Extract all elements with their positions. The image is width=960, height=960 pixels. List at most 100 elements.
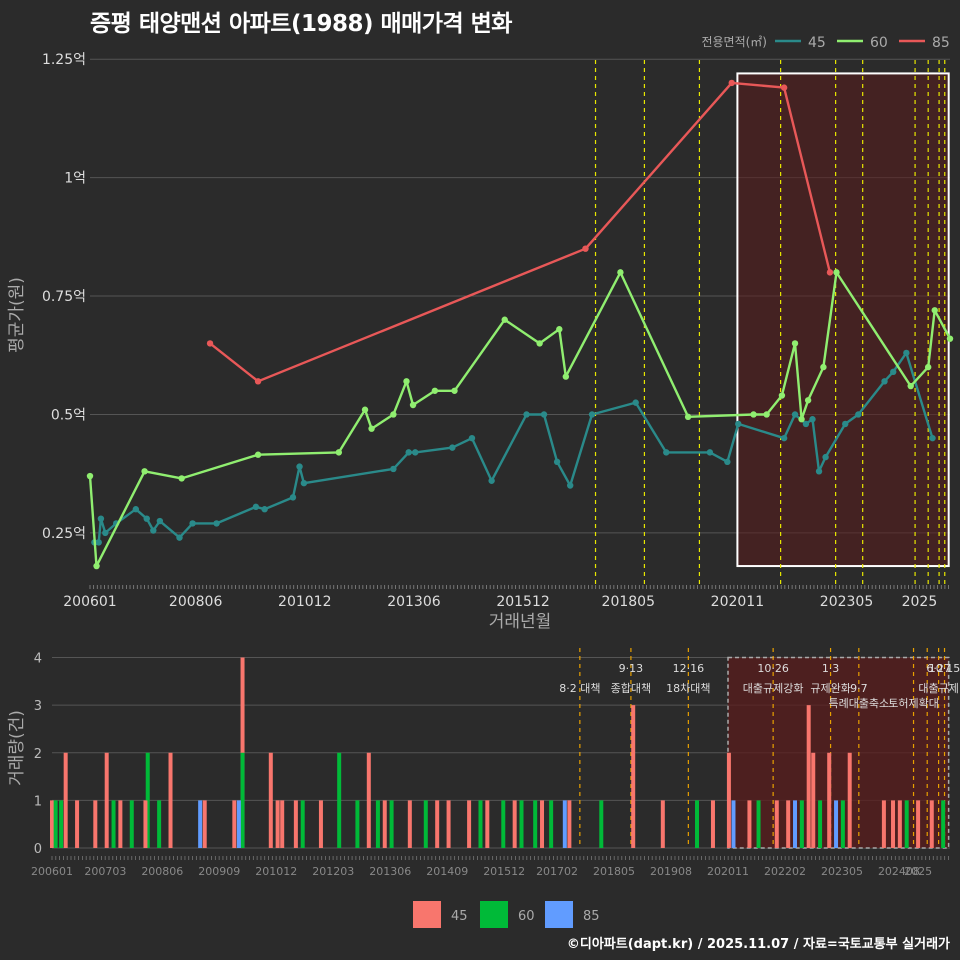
price-point-60 — [907, 382, 914, 390]
price-xtick-label: 201306 — [387, 594, 441, 610]
price-point-60 — [368, 425, 375, 432]
price-point-45 — [412, 449, 419, 456]
volume-bar-45 — [827, 752, 832, 848]
price-ytick-label: 0.5억 — [51, 407, 86, 423]
volume-bar-45 — [881, 800, 886, 848]
volume-highlight-box — [727, 656, 950, 849]
price-point-45 — [261, 506, 268, 513]
price-point-60 — [451, 387, 458, 394]
price-point-45 — [97, 515, 105, 522]
volume-xtick-label: 202408 — [878, 865, 920, 878]
volume-bar-60 — [695, 800, 700, 848]
volume-xtick-label: 200703 — [84, 865, 126, 878]
volume-bar-45 — [631, 705, 636, 848]
volume-xtick-label: 200601 — [31, 865, 73, 878]
price-point-45 — [929, 434, 936, 442]
price-point-60 — [431, 387, 439, 394]
volume-bar-60 — [59, 800, 64, 848]
price-xtick-label: 200806 — [169, 594, 223, 610]
volume-bar-60 — [355, 800, 360, 848]
volume-bar-45 — [280, 800, 285, 848]
price-point-60 — [946, 335, 954, 342]
price-point-60 — [750, 411, 757, 418]
price-point-45 — [567, 482, 574, 489]
price-xtick-label: 202305 — [820, 594, 873, 610]
volume-bar-45 — [435, 800, 440, 848]
price-point-60 — [924, 363, 932, 371]
volume-bar-45 — [75, 800, 80, 848]
price-point-45 — [150, 527, 157, 534]
price-point-45 — [523, 411, 530, 418]
price-point-45 — [724, 458, 731, 466]
price-point-60 — [763, 411, 770, 418]
volume-bar-45 — [467, 800, 472, 848]
price-point-45 — [132, 506, 140, 513]
volume-bar-45 — [232, 800, 237, 848]
volume-bar-45 — [118, 800, 123, 848]
volume-bar-60 — [533, 800, 538, 848]
price-point-85 — [254, 378, 262, 385]
volume-xtick-label: 201512 — [483, 865, 525, 878]
price-point-85 — [826, 269, 834, 276]
price-point-85 — [206, 340, 214, 347]
volume-bar-45 — [811, 752, 816, 848]
volume-bar-60 — [840, 800, 845, 848]
volume-bar-45 — [63, 752, 68, 848]
price-point-45 — [890, 368, 897, 376]
price-point-60 — [562, 373, 570, 380]
volume-bar-85 — [793, 800, 798, 848]
volume-bar-45 — [660, 800, 665, 848]
volume-bar-45 — [540, 800, 545, 848]
price-point-45 — [822, 453, 829, 461]
price-point-60 — [254, 451, 262, 458]
price-point-45 — [632, 399, 639, 406]
policy-annotation: 토허제확대 — [888, 697, 939, 710]
price-ytick-label: 0.75억 — [42, 289, 86, 305]
price-point-45 — [588, 411, 596, 418]
price-point-45 — [802, 420, 810, 428]
price-point-45 — [156, 517, 164, 525]
price-point-45 — [780, 434, 788, 442]
volume-bar-60 — [904, 800, 909, 848]
volume-bar-60 — [300, 800, 305, 848]
volume-ytick-label: 2 — [34, 747, 42, 762]
price-point-45 — [405, 449, 412, 456]
volume-bar-45 — [512, 800, 517, 848]
policy-annotation: 특례대출축소 — [828, 697, 889, 710]
volume-bar-60 — [519, 800, 524, 848]
price-point-45 — [289, 494, 297, 501]
volume-xtick-label: 201805 — [593, 865, 635, 878]
volume-xtick-label: 201306 — [369, 865, 411, 878]
price-point-45 — [449, 444, 456, 451]
volume-bar-60 — [549, 800, 554, 848]
price-point-60 — [833, 269, 840, 276]
price-point-60 — [684, 413, 692, 421]
volume-bar-45 — [275, 800, 280, 848]
volume-bar-60 — [337, 752, 342, 848]
volume-bar-60 — [240, 752, 245, 848]
legend-title: 전용면적(㎡) — [701, 35, 767, 49]
volume-bar-45 — [916, 800, 921, 848]
policy-annotation: 6·27 — [926, 662, 951, 675]
price-point-60 — [178, 475, 185, 482]
volume-bar-60 — [53, 800, 58, 848]
volume-bar-60 — [501, 800, 506, 848]
price-point-45 — [189, 520, 196, 527]
price-point-60 — [536, 340, 543, 347]
price-ytick-label: 1억 — [64, 171, 86, 187]
price-xtick-label: 201012 — [278, 594, 331, 610]
volume-xtick-label: 201203 — [312, 865, 354, 878]
volume-bar-85 — [198, 800, 203, 848]
volume-bar-45 — [446, 800, 451, 848]
price-xtick-label: 201805 — [602, 594, 655, 610]
volume-xtick-label: 200909 — [198, 865, 240, 878]
volume-ytick-label: 1 — [34, 794, 42, 809]
price-xtick-label: 2025 — [902, 594, 938, 610]
price-point-60 — [403, 378, 410, 385]
price-point-45 — [102, 529, 109, 537]
policy-annotation: 18차대책 — [666, 682, 710, 695]
volume-bar-85 — [731, 800, 736, 848]
price-point-60 — [501, 316, 508, 323]
volume-bar-45 — [710, 800, 715, 848]
policy-annotation: 8·2 대책 — [559, 682, 600, 695]
